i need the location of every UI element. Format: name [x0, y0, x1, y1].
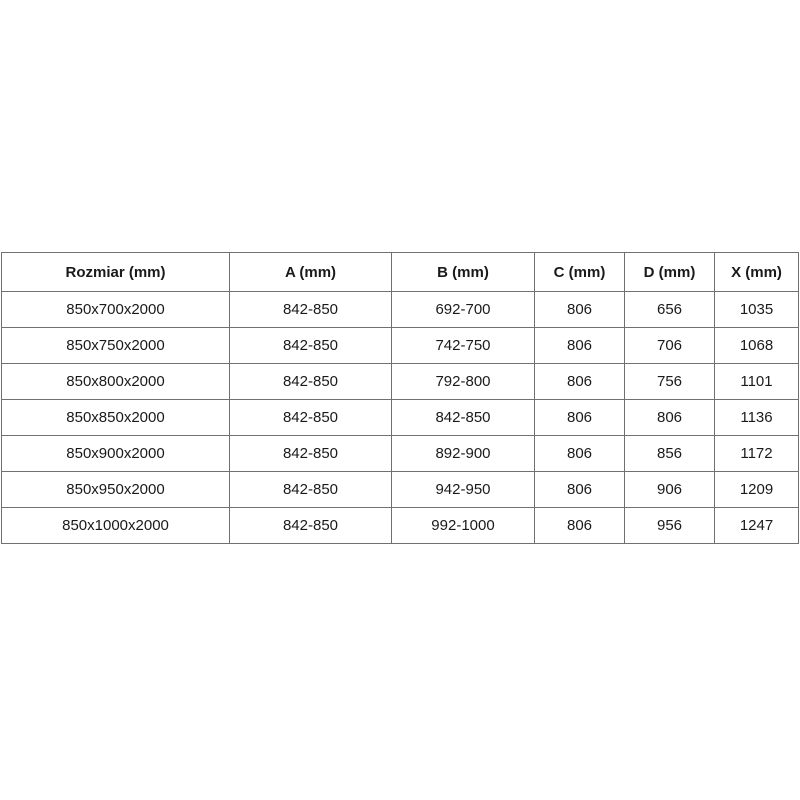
- table-row: 850x850x2000 842-850 842-850 806 806 1136: [1, 399, 799, 436]
- table-cell: 806: [534, 327, 625, 364]
- table-row: 850x900x2000 842-850 892-900 806 856 1172: [1, 435, 799, 472]
- table-cell: 806: [534, 399, 625, 436]
- column-header: D (mm): [624, 252, 715, 292]
- table-cell: 992-1000: [391, 507, 535, 544]
- table-row: 850x700x2000 842-850 692-700 806 656 1035: [1, 291, 799, 328]
- table-body: 850x700x2000 842-850 692-700 806 656 1035 850x…: [1, 291, 799, 544]
- table-cell: 850x700x2000: [1, 291, 230, 328]
- table-cell: 892-900: [391, 435, 535, 472]
- table-row: 850x950x2000 842-850 942-950 806 906 1209: [1, 471, 799, 508]
- table-cell: 692-700: [391, 291, 535, 328]
- table-cell: 806: [534, 471, 625, 508]
- table-cell: 1068: [714, 327, 799, 364]
- table-row: 850x750x2000 842-850 742-750 806 706 1068: [1, 327, 799, 364]
- table-cell: 656: [624, 291, 715, 328]
- column-header: C (mm): [534, 252, 625, 292]
- table-cell: 842-850: [229, 327, 392, 364]
- column-header: Rozmiar (mm): [1, 252, 230, 292]
- table-cell: 806: [624, 399, 715, 436]
- dimensions-table-container: Rozmiar (mm) A (mm) B (mm) C (mm) D (mm) X (m…: [1, 252, 799, 544]
- table-head: Rozmiar (mm) A (mm) B (mm) C (mm) D (mm) X (m…: [1, 252, 799, 292]
- table-cell: 842-850: [229, 435, 392, 472]
- table-cell: 906: [624, 471, 715, 508]
- table-cell: 956: [624, 507, 715, 544]
- table-cell: 806: [534, 435, 625, 472]
- table-cell: 842-850: [229, 471, 392, 508]
- dimensions-table: Rozmiar (mm) A (mm) B (mm) C (mm) D (mm) X (m…: [1, 252, 799, 544]
- table-cell: 842-850: [229, 507, 392, 544]
- table-cell: 842-850: [229, 291, 392, 328]
- header-row: Rozmiar (mm) A (mm) B (mm) C (mm) D (mm) X (m…: [1, 252, 799, 292]
- table-cell: 806: [534, 507, 625, 544]
- table-cell: 850x800x2000: [1, 363, 230, 400]
- table-cell: 842-850: [229, 399, 392, 436]
- table-cell: 1247: [714, 507, 799, 544]
- column-header: X (mm): [714, 252, 799, 292]
- table-cell: 850x1000x2000: [1, 507, 230, 544]
- table-row: 850x1000x2000 842-850 992-1000 806 956 1247: [1, 507, 799, 544]
- column-header: B (mm): [391, 252, 535, 292]
- table-cell: 850x750x2000: [1, 327, 230, 364]
- table-cell: 1101: [714, 363, 799, 400]
- table-cell: 756: [624, 363, 715, 400]
- table-cell: 1172: [714, 435, 799, 472]
- table-cell: 842-850: [229, 363, 392, 400]
- table-cell: 742-750: [391, 327, 535, 364]
- table-cell: 1035: [714, 291, 799, 328]
- table-cell: 806: [534, 291, 625, 328]
- table-cell: 850x950x2000: [1, 471, 230, 508]
- table-cell: 850x900x2000: [1, 435, 230, 472]
- table-row: 850x800x2000 842-850 792-800 806 756 1101: [1, 363, 799, 400]
- column-header: A (mm): [229, 252, 392, 292]
- table-cell: 806: [534, 363, 625, 400]
- table-cell: 1209: [714, 471, 799, 508]
- table-cell: 850x850x2000: [1, 399, 230, 436]
- table-cell: 842-850: [391, 399, 535, 436]
- table-cell: 1136: [714, 399, 799, 436]
- table-cell: 706: [624, 327, 715, 364]
- table-cell: 856: [624, 435, 715, 472]
- table-cell: 792-800: [391, 363, 535, 400]
- table-cell: 942-950: [391, 471, 535, 508]
